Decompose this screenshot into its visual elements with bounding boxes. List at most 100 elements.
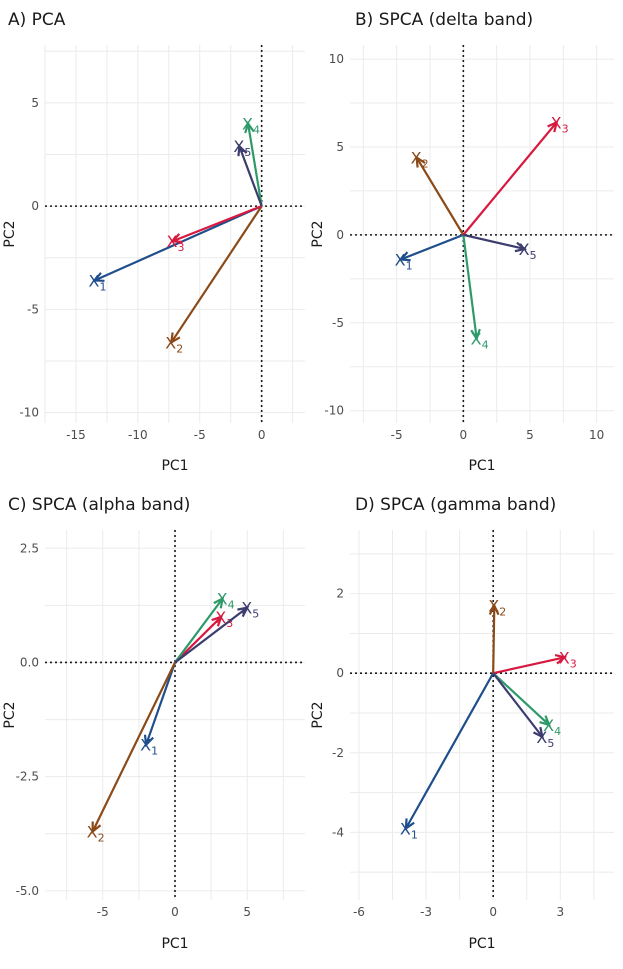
panel-2: -5 0 5 10 -10 -5 0 5 10 B) SPCA (delta band) PC1 PC… bbox=[310, 10, 614, 474]
vector-line bbox=[174, 606, 248, 664]
vector-label: X4 bbox=[242, 114, 260, 136]
x-axis-label: PC1 bbox=[468, 458, 495, 474]
arrow-head bbox=[404, 818, 415, 831]
arrow-head bbox=[415, 155, 426, 168]
arrow-head bbox=[169, 332, 181, 345]
vector-label: X4 bbox=[543, 716, 561, 738]
x-tick-label: 0 bbox=[258, 428, 266, 442]
vector-line bbox=[170, 205, 263, 344]
panel-4: -6 -3 0 3 -4 -2 0 2 D) SPCA (gamma band) PC1 PC2 X1… bbox=[310, 495, 614, 952]
x-axis-label: PC1 bbox=[468, 936, 495, 952]
x-tick-label: -5 bbox=[391, 428, 403, 442]
loading-vector-x1: X1 bbox=[89, 205, 263, 293]
arrow-head bbox=[554, 653, 568, 665]
panel-title: C) SPCA (alpha band) bbox=[8, 495, 190, 515]
vector-label: X1 bbox=[140, 736, 158, 758]
loading-vector-x1: X1 bbox=[400, 672, 495, 841]
vector-line bbox=[415, 156, 465, 236]
panel-title: D) SPCA (gamma band) bbox=[355, 495, 556, 515]
vector-line bbox=[145, 662, 177, 746]
vector-line bbox=[492, 672, 544, 738]
loading-vector-x1: X1 bbox=[140, 662, 177, 758]
y-tick-label: -5 bbox=[332, 316, 344, 330]
panel-title: A) PCA bbox=[8, 10, 66, 30]
vector-line bbox=[238, 145, 263, 207]
vector-line bbox=[172, 205, 263, 243]
y-tick-label: 0 bbox=[336, 666, 344, 680]
loading-vector-x5: X5 bbox=[463, 233, 537, 262]
vector-label: X2 bbox=[488, 597, 506, 619]
vector-line bbox=[174, 616, 222, 664]
x-tick-label: 10 bbox=[589, 428, 604, 442]
arrow-head bbox=[237, 143, 248, 157]
loading-vector-x4: X4 bbox=[242, 114, 263, 207]
y-tick-label: 5 bbox=[336, 140, 344, 154]
y-axis-label: PC2 bbox=[310, 220, 326, 247]
vector-line bbox=[246, 123, 263, 207]
y-tick-label: -2.5 bbox=[16, 770, 39, 784]
loading-vector-x4: X4 bbox=[462, 234, 489, 352]
y-tick-label: 0 bbox=[31, 199, 39, 213]
x-tick-label: -3 bbox=[420, 905, 432, 919]
vector-label: X3 bbox=[559, 648, 577, 670]
y-tick-label: 0.0 bbox=[20, 655, 39, 669]
y-tick-label: -10 bbox=[324, 404, 344, 418]
x-tick-label: 5 bbox=[526, 428, 534, 442]
vector-label: X5 bbox=[519, 240, 537, 262]
vector-label: X5 bbox=[241, 599, 259, 621]
vector-line bbox=[492, 672, 550, 726]
panel-title: B) SPCA (delta band) bbox=[355, 10, 533, 30]
vector-label: X5 bbox=[233, 137, 251, 159]
vector-label: X1 bbox=[395, 250, 413, 272]
vector-label: X4 bbox=[217, 590, 235, 612]
x-tick-label: 0 bbox=[489, 905, 497, 919]
arrow-head bbox=[244, 120, 255, 134]
vector-line bbox=[404, 672, 495, 829]
vector-label: X2 bbox=[411, 149, 429, 171]
arrow-head bbox=[170, 233, 183, 244]
y-axis-label: PC2 bbox=[310, 701, 326, 728]
loading-vector-x3: X3 bbox=[462, 113, 569, 236]
vector-label: X2 bbox=[87, 822, 105, 844]
x-tick-label: -5 bbox=[194, 428, 206, 442]
y-axis-label: PC2 bbox=[2, 701, 18, 728]
y-tick-label: -10 bbox=[19, 406, 39, 420]
x-tick-label: -15 bbox=[66, 428, 86, 442]
vector-line bbox=[91, 661, 176, 832]
loading-vector-x3: X3 bbox=[492, 648, 577, 675]
panel-3: -5 0 5 -5.0 -2.5 0.0 2.5 C) SPCA (alpha band) PC… bbox=[2, 495, 305, 952]
vector-line bbox=[462, 121, 558, 236]
vector-line bbox=[463, 233, 525, 251]
y-tick-label: -5 bbox=[27, 302, 39, 316]
vector-label: X1 bbox=[89, 271, 107, 293]
arrow-head bbox=[143, 734, 154, 748]
y-tick-label: -5.0 bbox=[16, 884, 39, 898]
vector-line bbox=[400, 233, 464, 261]
x-tick-label: 5 bbox=[243, 905, 251, 919]
arrow-head bbox=[547, 120, 559, 133]
loading-vector-x2: X2 bbox=[488, 597, 506, 674]
x-tick-label: -6 bbox=[353, 905, 365, 919]
y-tick-label: 0 bbox=[336, 228, 344, 242]
vector-line bbox=[174, 597, 224, 664]
y-tick-label: 5 bbox=[31, 96, 39, 110]
x-axis-label: PC1 bbox=[161, 458, 188, 474]
loading-vector-x2: X2 bbox=[165, 205, 263, 355]
y-tick-label: 10 bbox=[329, 52, 344, 66]
vector-label: X3 bbox=[215, 608, 233, 630]
vector-line bbox=[94, 205, 263, 282]
vector-line bbox=[492, 605, 496, 674]
loading-vector-x5: X5 bbox=[233, 137, 263, 207]
arrow-head bbox=[91, 821, 102, 834]
x-tick-label: 3 bbox=[556, 905, 564, 919]
arrow-head bbox=[213, 596, 225, 609]
y-tick-label: -2 bbox=[332, 746, 344, 760]
vector-label: X2 bbox=[165, 333, 183, 355]
arrow-head bbox=[470, 328, 481, 342]
loading-vector-x4: X4 bbox=[492, 672, 561, 738]
loading-vector-x2: X2 bbox=[411, 149, 465, 236]
y-tick-label: 2.5 bbox=[20, 541, 39, 555]
x-tick-label: 0 bbox=[171, 905, 179, 919]
vector-line bbox=[462, 234, 478, 339]
